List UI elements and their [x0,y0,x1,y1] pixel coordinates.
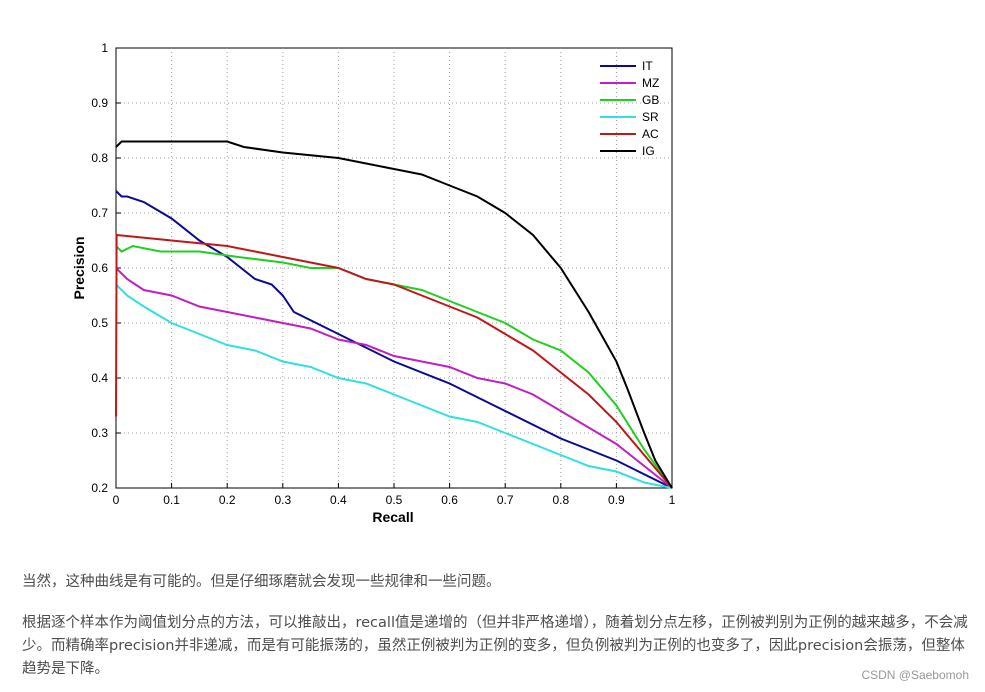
series-line-it [115,190,673,489]
legend-label-it: IT [642,59,653,73]
x-tick-label: 1 [669,493,676,507]
legend-label-sr: SR [642,110,659,124]
series-line-ig [115,140,673,489]
y-tick-label: 1 [101,41,108,55]
y-tick-label: 0.5 [91,316,108,330]
y-tick-label: 0.7 [91,206,108,220]
legend-label-mz: MZ [642,76,659,90]
x-tick-label: 0.7 [497,493,514,507]
x-tick-label: 0 [113,493,120,507]
y-axis-label: Precision [71,236,87,299]
series-lines [115,140,673,489]
x-tick-label: 0.4 [330,493,347,507]
legend-label-gb: GB [642,93,659,107]
paragraph-2: 根据逐个样本作为阈值划分点的方法，可以推敲出，recall值是递增的（但并非严格… [22,615,968,677]
watermark: CSDN @Saebomoh [861,668,969,682]
tick-labels: 0 0.1 0.2 0.3 0.4 0.5 0.6 0.7 0.8 0.9 1 0.2 0.3 0.4 0.… [91,41,675,507]
x-tick-label: 0.6 [441,493,458,507]
series-line-mz [115,267,673,489]
x-tick-label: 0.3 [274,493,291,507]
paragraph-1: 当然，这种曲线是有可能的。但是仔细琢磨就会发现一些规律和一些问题。 [22,574,501,590]
series-line-ac [115,233,673,489]
y-tick-label: 0.9 [91,96,108,110]
x-tick-label: 0.8 [552,493,569,507]
y-tick-label: 0.4 [91,371,108,385]
y-tick-label: 0.2 [91,481,108,495]
legend-label-ac: AC [642,127,659,141]
x-axis-label: Recall [372,509,413,525]
y-tick-label: 0.8 [91,151,108,165]
legend: IT MZ GB SR AC IG [600,59,659,158]
x-tick-label: 0.9 [608,493,625,507]
y-tick-label: 0.3 [91,426,108,440]
series-line-sr [115,283,673,489]
x-tick-label: 0.1 [163,493,180,507]
x-tick-label: 0.5 [386,493,403,507]
x-tick-label: 0.2 [219,493,236,507]
y-tick-label: 0.6 [91,261,108,275]
precision-recall-chart: 0 0.1 0.2 0.3 0.4 0.5 0.6 0.7 0.8 0.9 1 0.2 0.3 0.4 0.… [71,41,676,525]
legend-label-ig: IG [642,144,655,158]
